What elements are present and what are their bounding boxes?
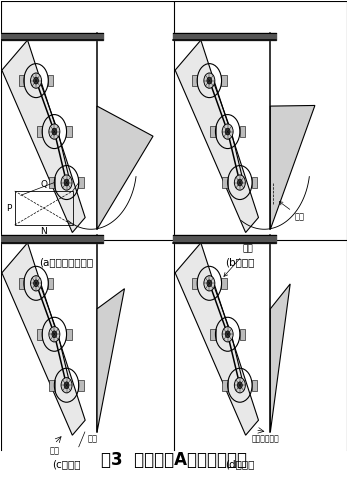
FancyBboxPatch shape xyxy=(239,126,245,137)
FancyBboxPatch shape xyxy=(222,177,228,188)
FancyBboxPatch shape xyxy=(192,75,197,86)
Circle shape xyxy=(61,175,72,190)
Text: Q: Q xyxy=(40,180,47,189)
Circle shape xyxy=(234,175,245,190)
Circle shape xyxy=(237,179,242,186)
Text: 闸门关闭方向: 闸门关闭方向 xyxy=(252,434,280,443)
FancyBboxPatch shape xyxy=(37,126,42,137)
Circle shape xyxy=(204,73,215,88)
FancyBboxPatch shape xyxy=(48,75,54,86)
FancyBboxPatch shape xyxy=(239,329,245,340)
Text: (c）慢加: (c）慢加 xyxy=(52,460,81,469)
Text: (b）中加: (b）中加 xyxy=(225,257,254,267)
Circle shape xyxy=(31,276,41,291)
Circle shape xyxy=(49,327,60,342)
Text: (a）快加（全开）: (a）快加（全开） xyxy=(39,257,94,267)
FancyBboxPatch shape xyxy=(78,380,84,391)
FancyBboxPatch shape xyxy=(66,126,72,137)
FancyBboxPatch shape xyxy=(252,380,257,391)
Polygon shape xyxy=(2,243,85,435)
Polygon shape xyxy=(97,288,125,432)
Circle shape xyxy=(64,179,69,186)
Text: 开度: 开度 xyxy=(49,447,60,456)
FancyBboxPatch shape xyxy=(19,278,24,289)
Circle shape xyxy=(31,73,41,88)
FancyBboxPatch shape xyxy=(19,75,24,86)
Text: 物料: 物料 xyxy=(88,434,98,443)
Circle shape xyxy=(34,280,39,287)
Bar xyxy=(15,191,73,225)
Circle shape xyxy=(64,382,69,389)
Text: 开度: 开度 xyxy=(279,202,305,221)
FancyBboxPatch shape xyxy=(222,380,228,391)
Circle shape xyxy=(207,280,212,287)
Circle shape xyxy=(225,331,230,338)
FancyBboxPatch shape xyxy=(66,329,72,340)
Text: 轴承: 轴承 xyxy=(224,244,254,276)
Circle shape xyxy=(207,77,212,84)
Polygon shape xyxy=(175,40,259,232)
Circle shape xyxy=(237,382,242,389)
Polygon shape xyxy=(97,106,153,229)
Circle shape xyxy=(204,276,215,291)
FancyBboxPatch shape xyxy=(252,177,257,188)
FancyBboxPatch shape xyxy=(210,126,216,137)
FancyBboxPatch shape xyxy=(49,380,55,391)
FancyBboxPatch shape xyxy=(49,177,55,188)
Circle shape xyxy=(34,77,39,84)
FancyBboxPatch shape xyxy=(221,75,227,86)
Polygon shape xyxy=(270,284,290,432)
Polygon shape xyxy=(175,243,259,435)
Circle shape xyxy=(234,378,245,393)
Polygon shape xyxy=(2,40,85,232)
FancyBboxPatch shape xyxy=(221,278,227,289)
Circle shape xyxy=(52,128,57,135)
Circle shape xyxy=(225,128,230,135)
Circle shape xyxy=(49,124,60,139)
Circle shape xyxy=(222,327,233,342)
FancyBboxPatch shape xyxy=(210,329,216,340)
FancyBboxPatch shape xyxy=(78,177,84,188)
FancyBboxPatch shape xyxy=(48,278,54,289)
Circle shape xyxy=(222,124,233,139)
Polygon shape xyxy=(270,106,315,229)
Text: 图3  加料机构A四个工作位置: 图3 加料机构A四个工作位置 xyxy=(101,451,247,469)
Circle shape xyxy=(52,331,57,338)
Circle shape xyxy=(61,378,72,393)
Text: N: N xyxy=(40,227,47,236)
Text: (d）全闭: (d）全闭 xyxy=(225,460,254,469)
FancyBboxPatch shape xyxy=(37,329,42,340)
Text: P: P xyxy=(6,204,11,212)
FancyBboxPatch shape xyxy=(192,278,197,289)
